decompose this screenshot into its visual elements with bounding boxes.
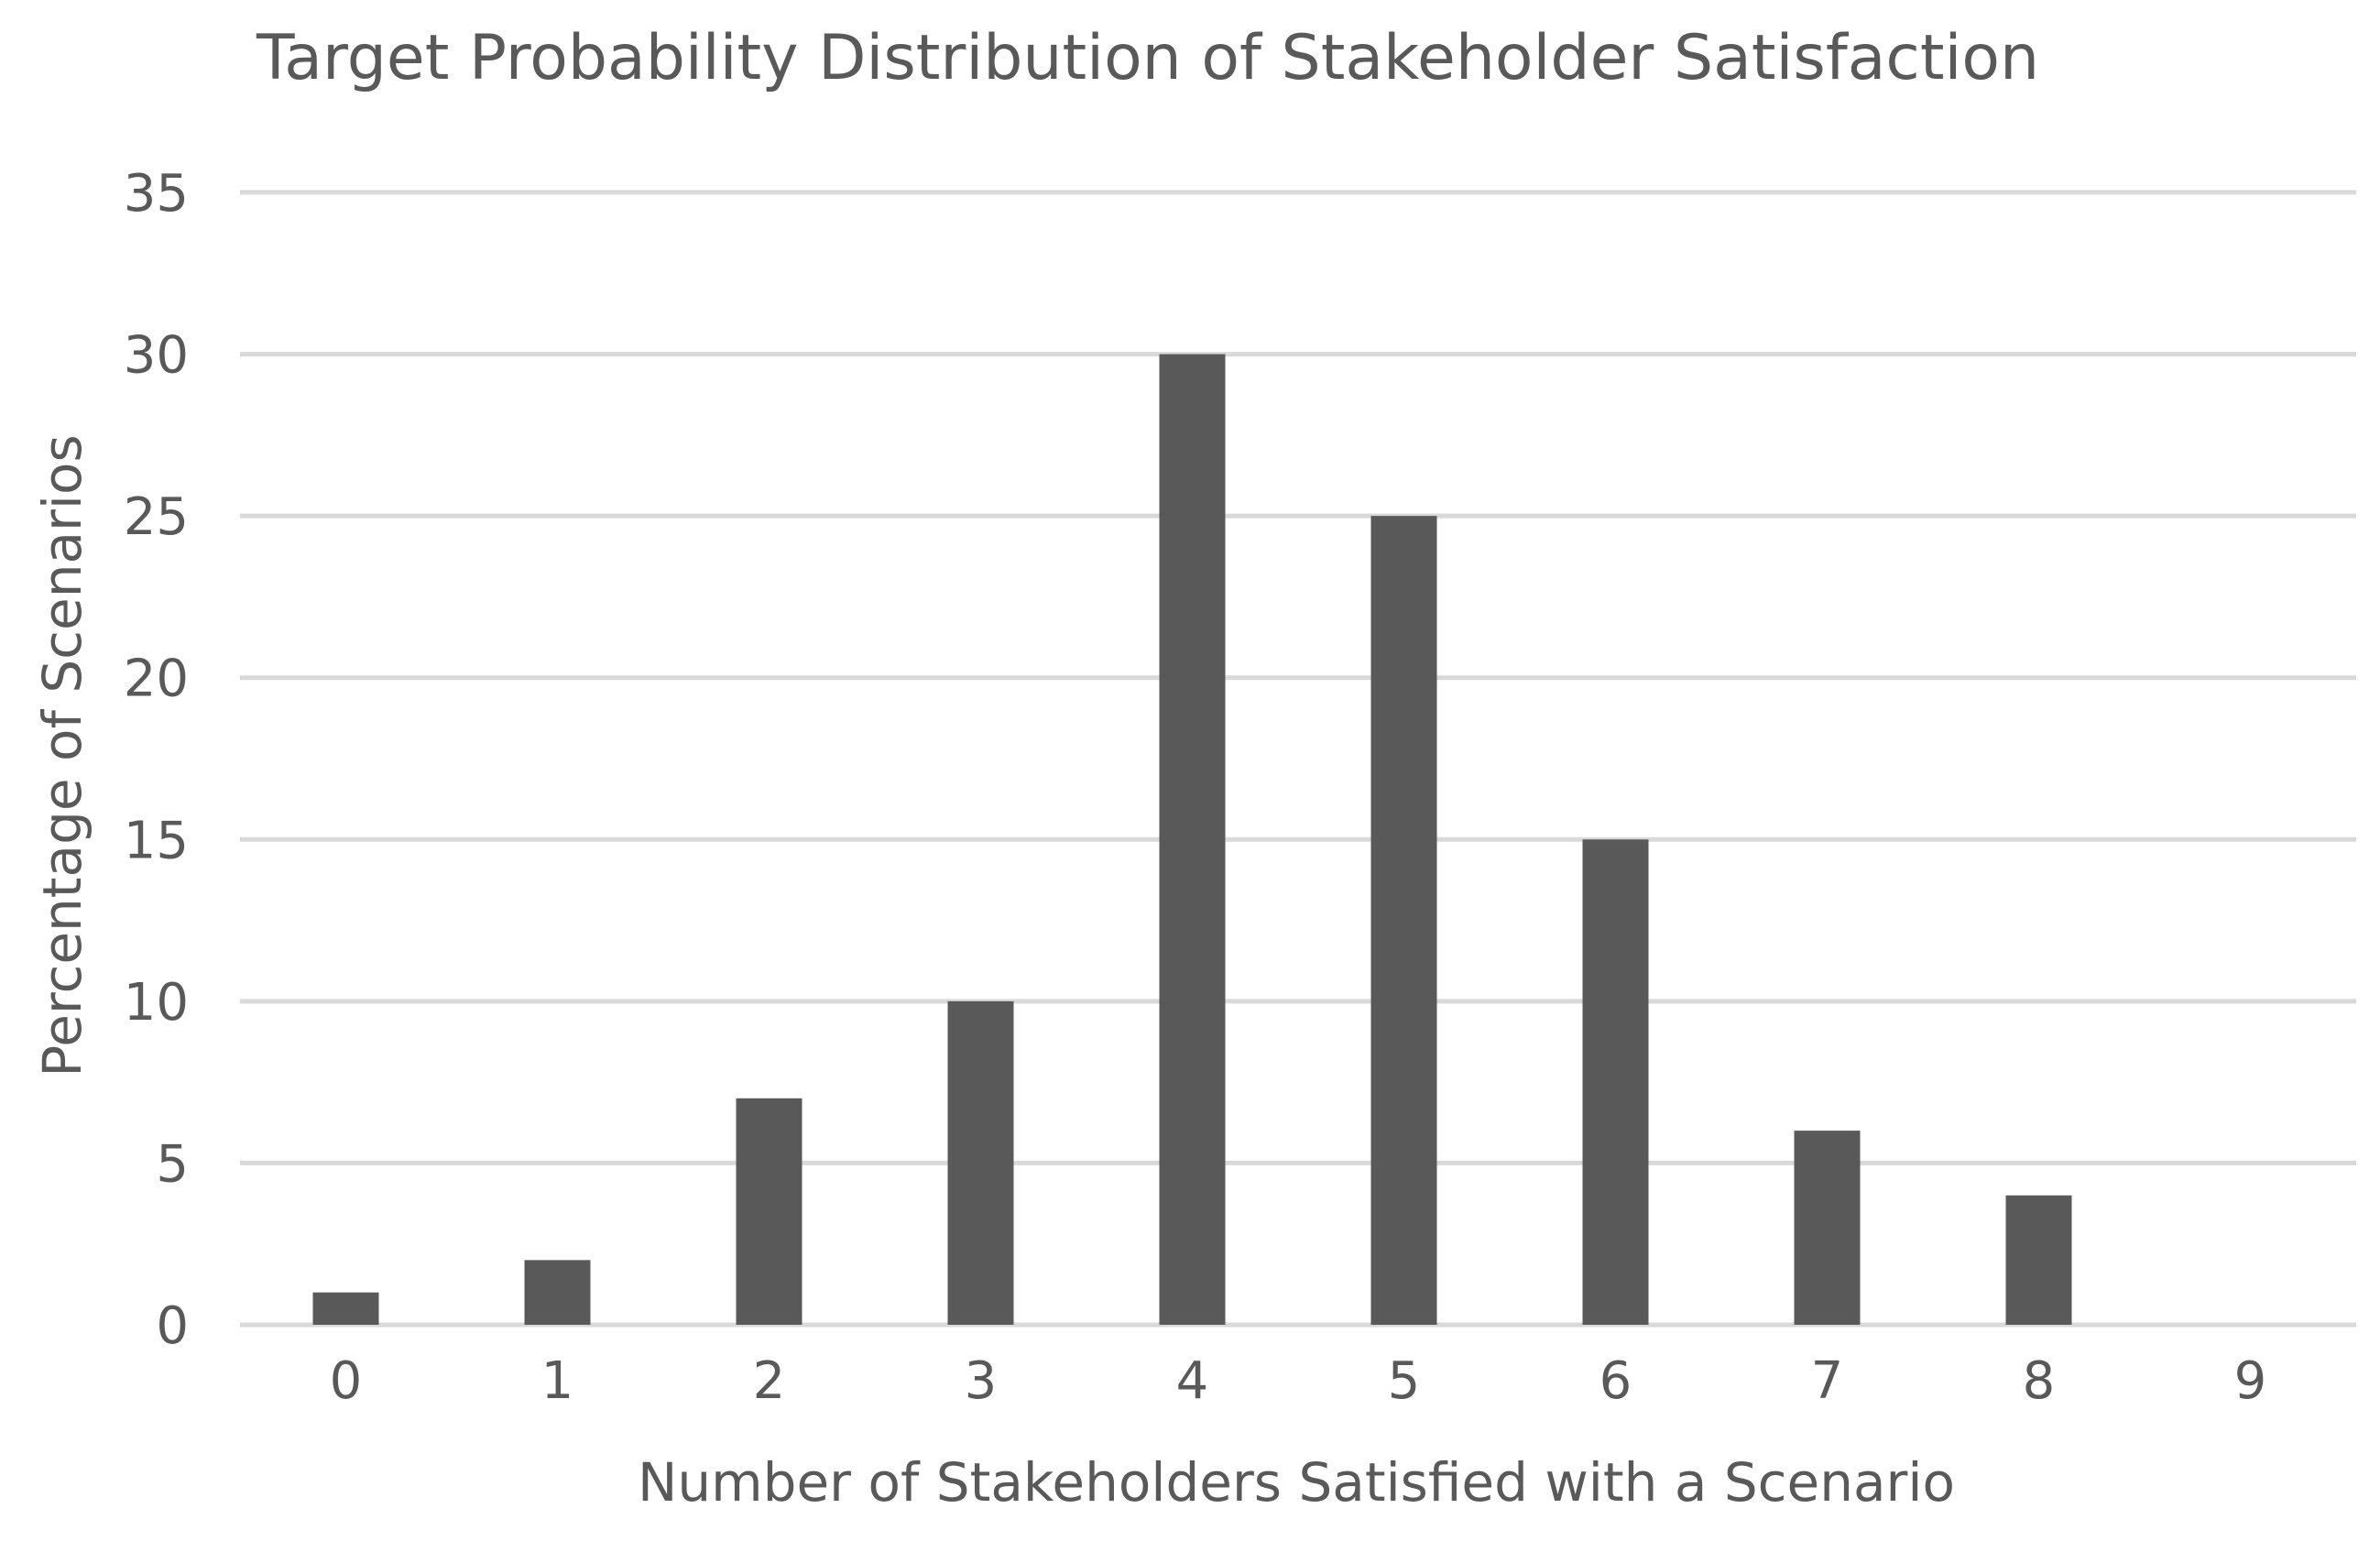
bar-7 bbox=[1794, 1131, 1861, 1325]
bars bbox=[312, 354, 2072, 1326]
x-tick-label: 8 bbox=[2023, 1351, 2056, 1411]
y-tick-label: 5 bbox=[156, 1134, 189, 1194]
y-axis-ticks: 0 5 10 15 20 25 30 35 bbox=[124, 164, 189, 1356]
x-tick-label: 1 bbox=[541, 1351, 574, 1411]
bar-2 bbox=[736, 1098, 802, 1325]
x-tick-label: 4 bbox=[1176, 1351, 1209, 1411]
y-tick-label: 35 bbox=[124, 164, 189, 224]
x-tick-label: 6 bbox=[1599, 1351, 1632, 1411]
x-tick-label: 0 bbox=[330, 1351, 363, 1411]
bar-4 bbox=[1159, 354, 1226, 1326]
x-axis-ticks: 0 1 2 3 4 5 6 7 8 9 bbox=[330, 1351, 2267, 1411]
bar-3 bbox=[947, 1000, 1014, 1325]
gridlines bbox=[240, 190, 2356, 1328]
y-tick-label: 25 bbox=[124, 487, 189, 547]
x-tick-label: 3 bbox=[965, 1351, 998, 1411]
bar-5 bbox=[1370, 516, 1437, 1325]
y-tick-label: 0 bbox=[156, 1296, 189, 1356]
chart-title: Target Probability Distribution of Stake… bbox=[256, 22, 2039, 94]
bar-8 bbox=[2005, 1195, 2072, 1325]
bar-0 bbox=[312, 1292, 379, 1325]
y-tick-label: 15 bbox=[124, 811, 189, 870]
x-axis-label: Number of Stakeholders Satisfied with a … bbox=[638, 1451, 1955, 1514]
bar-1 bbox=[524, 1260, 591, 1325]
bar-6 bbox=[1582, 839, 1649, 1325]
x-tick-label: 5 bbox=[1388, 1351, 1421, 1411]
x-tick-label: 2 bbox=[753, 1351, 786, 1411]
x-tick-label: 9 bbox=[2234, 1351, 2267, 1411]
y-axis-label: Percentage of Scenarios bbox=[31, 434, 93, 1077]
y-tick-label: 30 bbox=[124, 326, 189, 386]
y-tick-label: 10 bbox=[124, 973, 189, 1033]
y-tick-label: 20 bbox=[124, 650, 189, 709]
x-tick-label: 7 bbox=[1811, 1351, 1844, 1411]
